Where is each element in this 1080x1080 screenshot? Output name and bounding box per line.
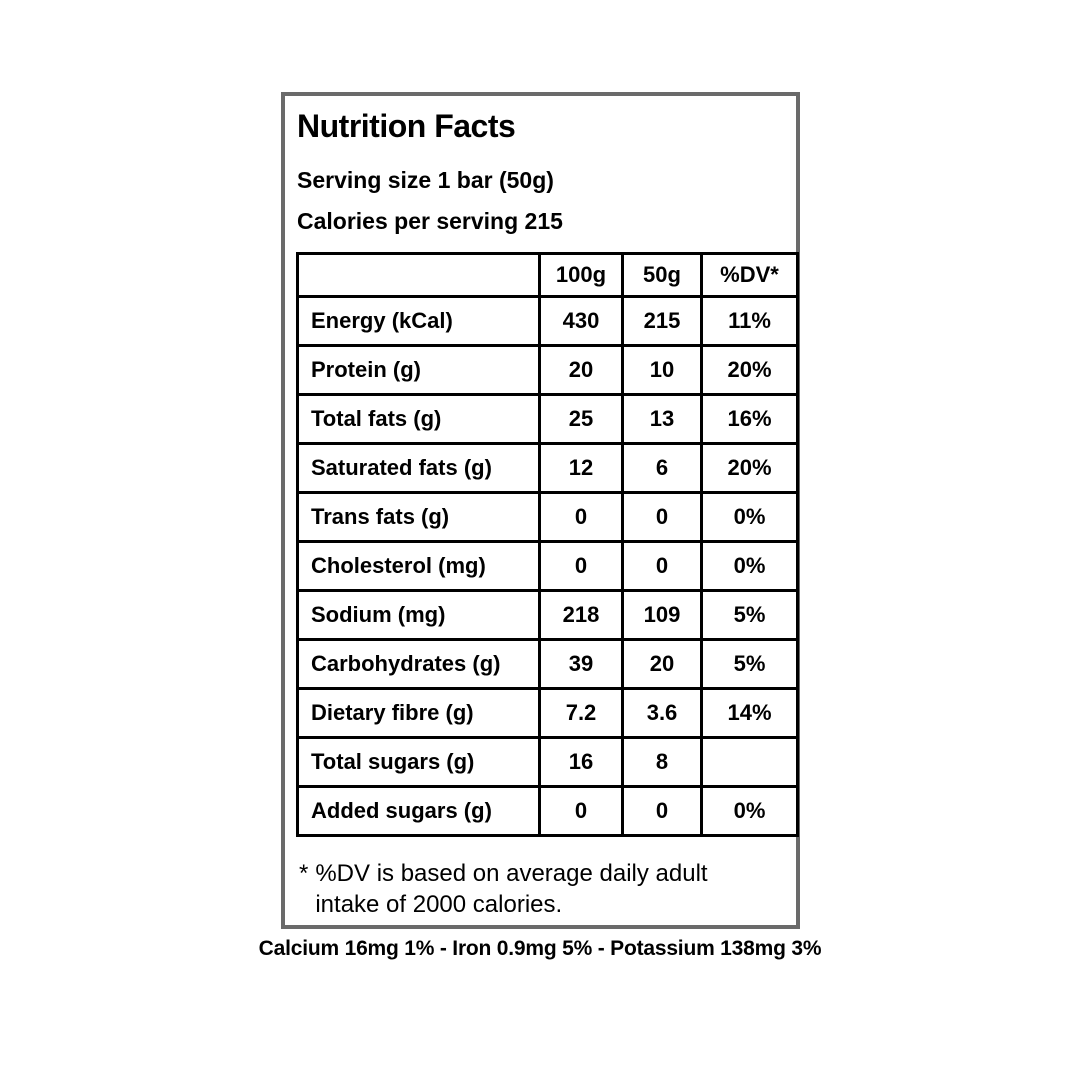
nutrient-name: Trans fats (g) — [296, 491, 541, 543]
value-dv: 11% — [700, 295, 799, 347]
value-dv: 14% — [700, 687, 799, 739]
footnote-asterisk: * — [299, 860, 309, 887]
value-50g: 0 — [621, 540, 703, 592]
minerals-summary-line: Calcium 16mg 1% - Iron 0.9mg 5% - Potass… — [258, 937, 822, 960]
value-100g: 430 — [538, 295, 624, 347]
value-dv: 0% — [700, 785, 799, 837]
value-dv — [700, 736, 799, 788]
footnote-text: %DV is based on average daily adult inta… — [315, 858, 707, 920]
value-100g: 0 — [538, 785, 624, 837]
value-dv: 5% — [700, 589, 799, 641]
serving-size-line: Serving size 1 bar (50g) — [297, 167, 554, 193]
nutrition-table: 100g 50g %DV* Energy (kCal) 430 215 11% … — [296, 252, 799, 837]
calories-line: Calories per serving 215 — [297, 208, 563, 234]
nutrition-label-box: Nutrition Facts Serving size 1 bar (50g)… — [281, 92, 800, 929]
table-row-carbohydrates: Carbohydrates (g) 39 20 5% — [296, 638, 799, 690]
value-50g: 10 — [621, 344, 703, 396]
footnote-line-2: intake of 2000 calories. — [315, 891, 563, 918]
value-100g: 39 — [538, 638, 624, 690]
table-row-protein: Protein (g) 20 10 20% — [296, 344, 799, 396]
nutrient-name: Total sugars (g) — [296, 736, 541, 788]
label-title: Nutrition Facts — [297, 108, 516, 144]
value-50g: 8 — [621, 736, 703, 788]
value-100g: 25 — [538, 393, 624, 445]
value-50g: 20 — [621, 638, 703, 690]
nutrient-name: Total fats (g) — [296, 393, 541, 445]
header-100g-cell: 100g — [538, 252, 624, 298]
value-dv: 5% — [700, 638, 799, 690]
value-100g: 0 — [538, 540, 624, 592]
header-dv-cell: %DV* — [700, 252, 799, 298]
table-row-total-sugars: Total sugars (g) 16 8 — [296, 736, 799, 788]
table-row-total-fats: Total fats (g) 25 13 16% — [296, 393, 799, 445]
value-100g: 7.2 — [538, 687, 624, 739]
nutrition-table-header: 100g 50g %DV* — [296, 252, 799, 298]
value-100g: 20 — [538, 344, 624, 396]
dv-footnote: * %DV is based on average daily adult in… — [299, 858, 788, 920]
nutrient-name: Added sugars (g) — [296, 785, 541, 837]
value-100g: 12 — [538, 442, 624, 494]
nutrient-name: Cholesterol (mg) — [296, 540, 541, 592]
nutrient-name: Energy (kCal) — [296, 295, 541, 347]
footnote-line-1: %DV is based on average daily adult — [315, 860, 708, 887]
header-50g-cell: 50g — [621, 252, 703, 298]
value-dv: 16% — [700, 393, 799, 445]
nutrient-name: Sodium (mg) — [296, 589, 541, 641]
nutrition-table-body: Energy (kCal) 430 215 11% Protein (g) 20… — [296, 295, 799, 837]
value-50g: 109 — [621, 589, 703, 641]
table-row-cholesterol: Cholesterol (mg) 0 0 0% — [296, 540, 799, 592]
value-dv: 20% — [700, 344, 799, 396]
nutrient-name: Protein (g) — [296, 344, 541, 396]
header-blank-cell — [296, 252, 541, 298]
table-row-added-sugars: Added sugars (g) 0 0 0% — [296, 785, 799, 837]
value-50g: 6 — [621, 442, 703, 494]
value-dv: 20% — [700, 442, 799, 494]
value-50g: 0 — [621, 785, 703, 837]
header-row: 100g 50g %DV* — [296, 252, 799, 298]
value-50g: 3.6 — [621, 687, 703, 739]
value-50g: 13 — [621, 393, 703, 445]
nutrient-name: Saturated fats (g) — [296, 442, 541, 494]
table-row-energy: Energy (kCal) 430 215 11% — [296, 295, 799, 347]
table-row-dietary-fibre: Dietary fibre (g) 7.2 3.6 14% — [296, 687, 799, 739]
value-100g: 16 — [538, 736, 624, 788]
nutrient-name: Carbohydrates (g) — [296, 638, 541, 690]
value-100g: 0 — [538, 491, 624, 543]
value-dv: 0% — [700, 491, 799, 543]
table-row-trans-fats: Trans fats (g) 0 0 0% — [296, 491, 799, 543]
nutrient-name: Dietary fibre (g) — [296, 687, 541, 739]
value-50g: 0 — [621, 491, 703, 543]
value-50g: 215 — [621, 295, 703, 347]
value-100g: 218 — [538, 589, 624, 641]
table-row-saturated-fats: Saturated fats (g) 12 6 20% — [296, 442, 799, 494]
table-row-sodium: Sodium (mg) 218 109 5% — [296, 589, 799, 641]
value-dv: 0% — [700, 540, 799, 592]
